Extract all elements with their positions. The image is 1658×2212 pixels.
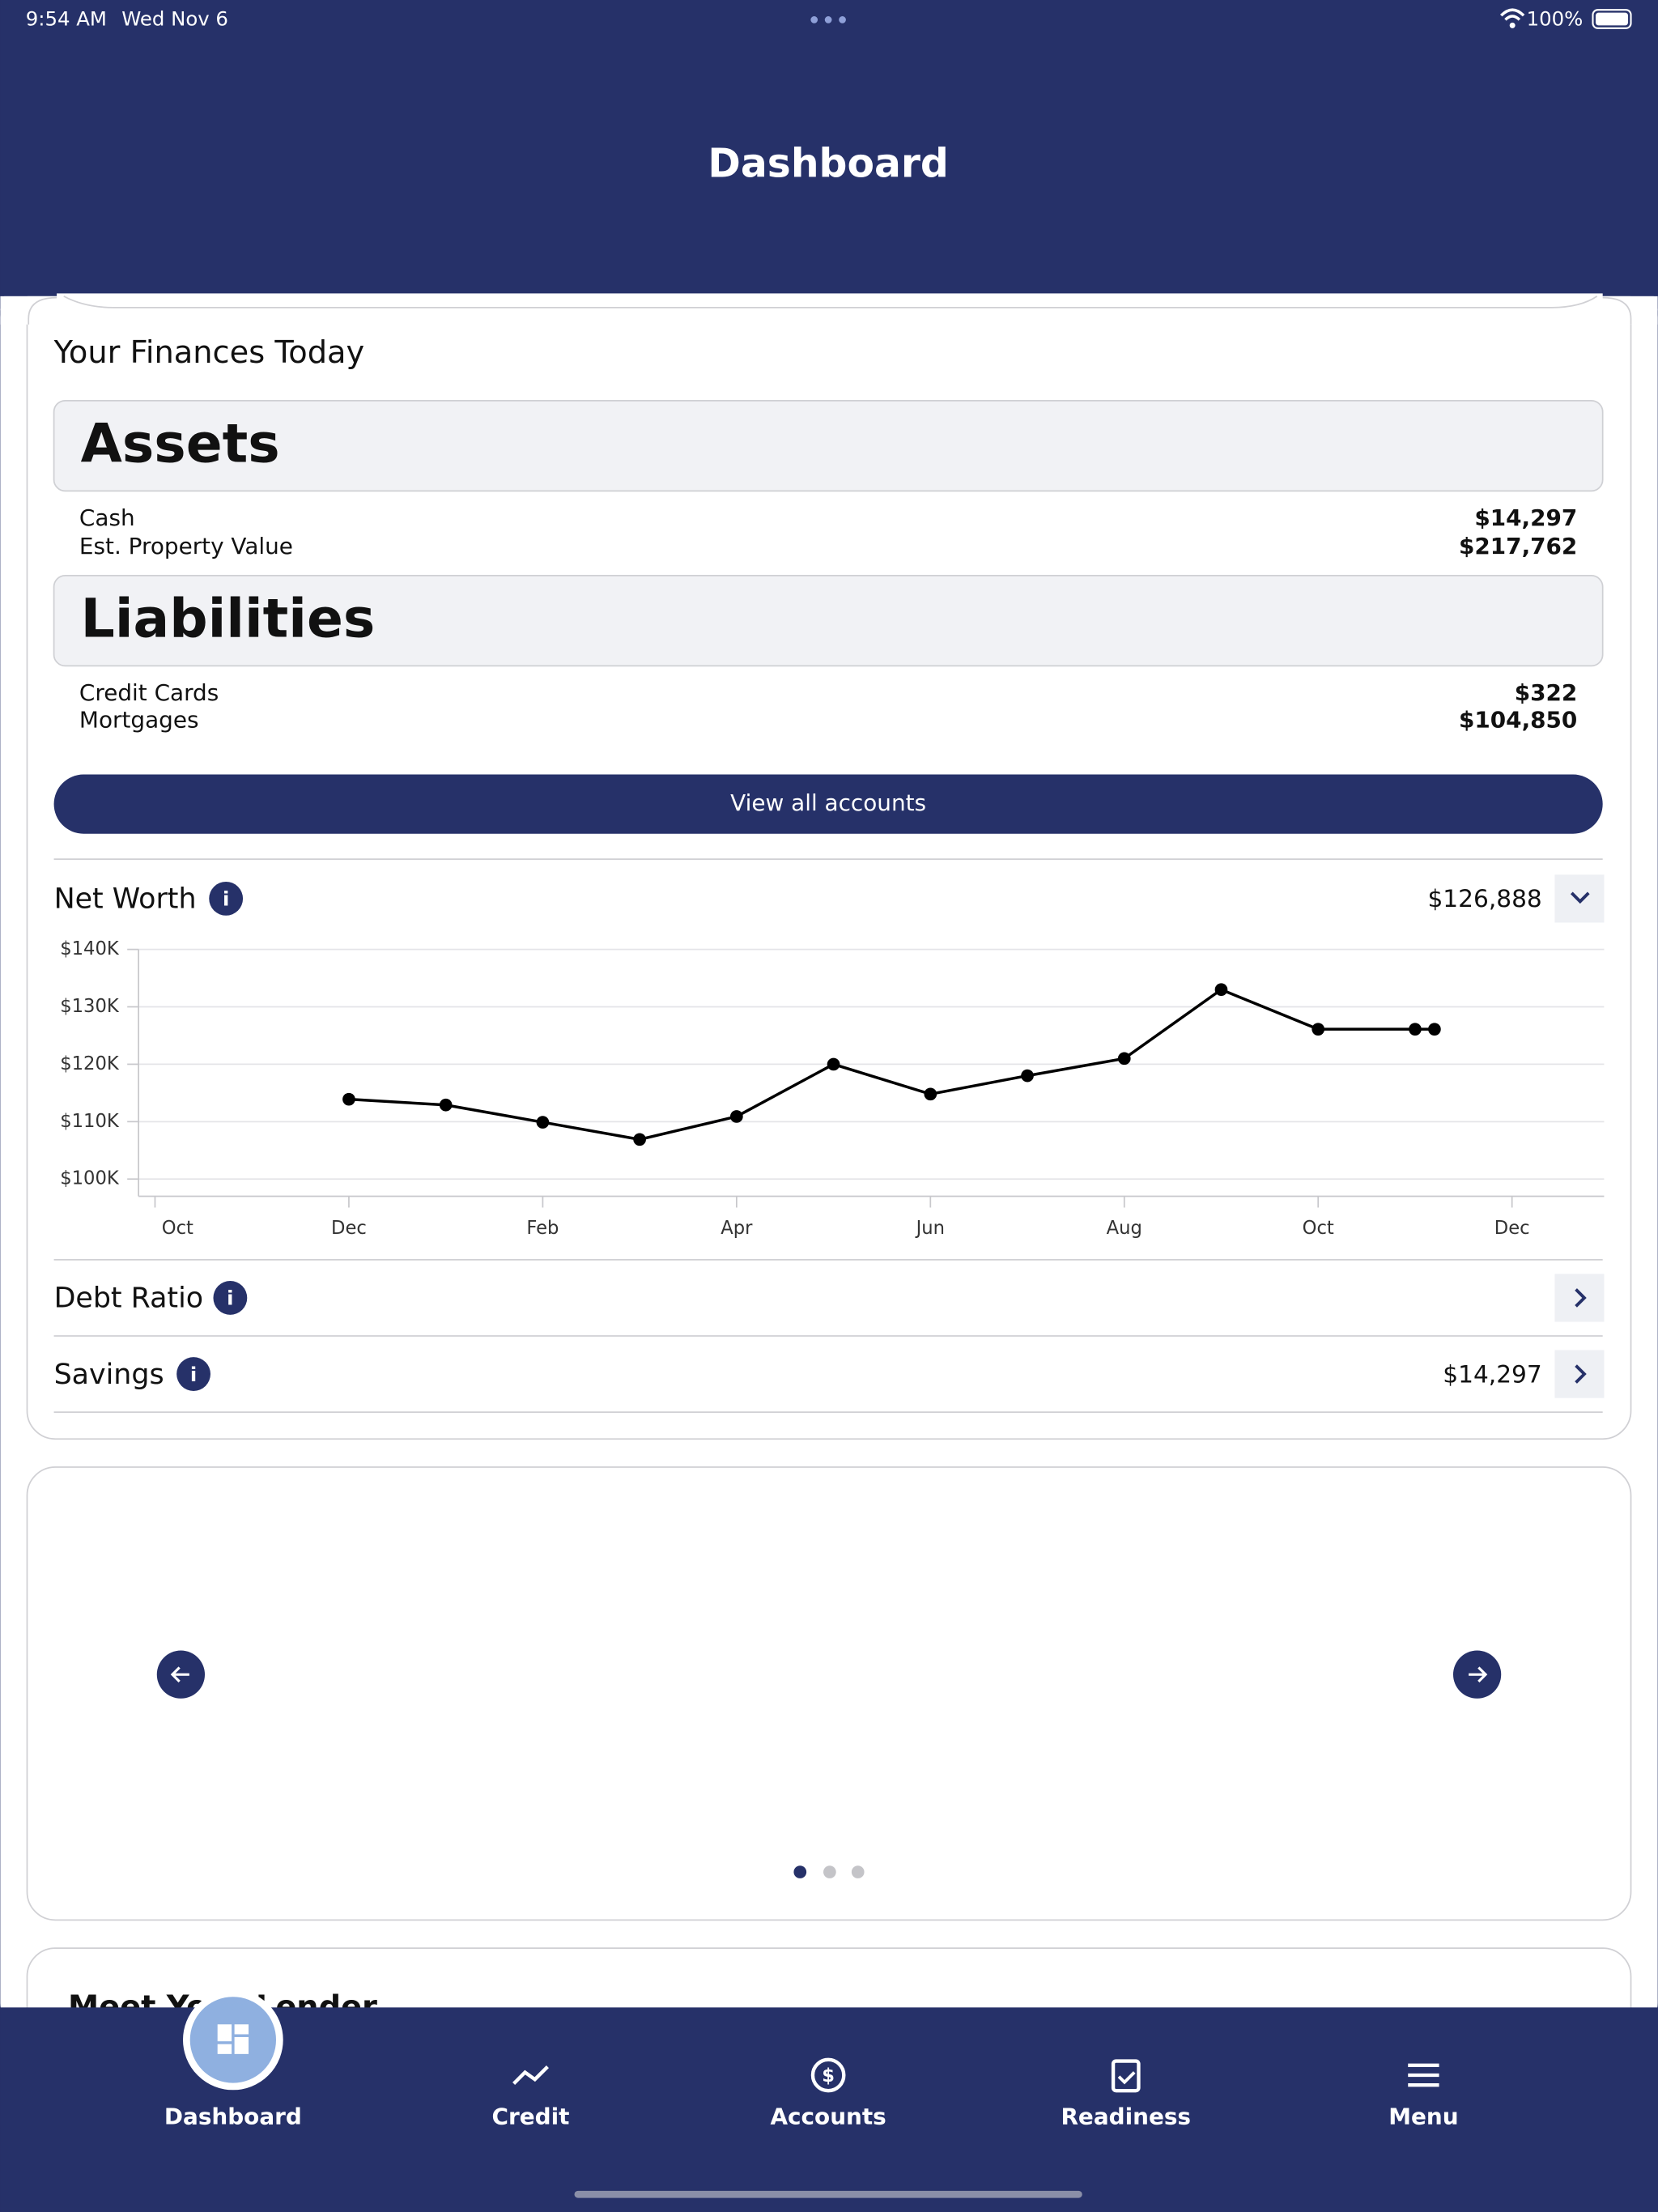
expand-button[interactable] [1554, 874, 1605, 923]
point [633, 1133, 646, 1146]
svg-text:i: i [227, 1287, 233, 1310]
open-button[interactable] [1554, 1350, 1605, 1398]
tab-label: Accounts [770, 2103, 886, 2129]
x-tick-label: Oct [162, 1218, 193, 1239]
assets-box [53, 399, 1604, 492]
view-accounts-button[interactable]: View all accounts [53, 774, 1603, 834]
y-tick-label: $120K [60, 1053, 120, 1074]
svg-text:i: i [190, 1363, 197, 1386]
battery-icon [1592, 9, 1632, 29]
svg-text:i: i [223, 887, 229, 911]
point [827, 1057, 840, 1071]
row-value: $14,297 [1474, 504, 1577, 531]
point [1021, 1069, 1034, 1083]
content-bg [0, 282, 1658, 2031]
tab-credit[interactable]: Credit [492, 2065, 570, 2130]
y-tick-label: $110K [60, 1111, 120, 1132]
row-value: $217,762 [1459, 533, 1577, 559]
x-tick-label: Dec [1494, 1218, 1530, 1239]
net-worth-chart: $100K $110K $120K $130K $140K Oct Dec Feb Apr Jun… [60, 938, 1605, 1239]
assets-title: Assets [81, 412, 280, 474]
wifi-dot [1509, 22, 1516, 28]
point [1428, 1023, 1441, 1036]
liabilities-title: Liabilities [81, 587, 376, 649]
net-worth-title: Net Worth [54, 883, 197, 916]
point [1312, 1023, 1325, 1036]
page-title: Dashboard [708, 141, 948, 187]
status-time: 9:54 AM [26, 6, 107, 30]
x-tick-label: Jun [915, 1218, 945, 1239]
wifi-icon [1499, 8, 1525, 21]
y-tick-label: $100K [60, 1168, 120, 1189]
next-button[interactable] [1452, 1650, 1502, 1699]
x-tick-label: Dec [331, 1218, 367, 1239]
card-edge-mask [57, 293, 1603, 308]
x-tick-label: Apr [721, 1218, 753, 1239]
tab-menu[interactable]: Menu [1388, 2063, 1459, 2129]
savings-value: $14,297 [1443, 1360, 1541, 1388]
finances-title: Your Finances Today [53, 334, 365, 371]
row-value: $322 [1515, 679, 1578, 706]
y-tick-label: $130K [60, 996, 120, 1017]
point [342, 1092, 355, 1106]
point [1214, 983, 1228, 997]
y-tick-label: $140K [60, 938, 120, 959]
row-label: Credit Cards [79, 679, 219, 706]
row-label: Est. Property Value [79, 533, 293, 559]
x-tick-label: Oct [1303, 1218, 1334, 1239]
open-button[interactable] [1554, 1274, 1605, 1322]
net-worth-value: $126,888 [1427, 885, 1541, 912]
button-label: View all accounts [730, 789, 926, 816]
tab-label: Menu [1388, 2103, 1458, 2129]
tab-label: Readiness [1061, 2103, 1191, 2129]
point [1117, 1052, 1131, 1066]
savings-title: Savings [54, 1359, 164, 1391]
point [1409, 1023, 1422, 1036]
svg-text:$: $ [822, 2065, 835, 2087]
header [0, 0, 1658, 296]
button-bg [53, 774, 1603, 834]
point [536, 1116, 550, 1129]
x-tick-label: Feb [526, 1218, 559, 1239]
prev-button[interactable] [156, 1650, 206, 1699]
point [730, 1110, 743, 1123]
carousel-card [26, 1466, 1632, 1921]
liabilities-box [53, 575, 1604, 667]
multitask-dots [810, 16, 846, 23]
row-value: $104,850 [1459, 706, 1577, 733]
row-label: Cash [79, 504, 135, 531]
tab-readiness[interactable]: Readiness [1061, 2059, 1191, 2130]
debt-ratio-title: Debt Ratio [54, 1283, 204, 1315]
info-button[interactable]: i [213, 1281, 248, 1315]
point [439, 1098, 453, 1112]
row-label: Mortgages [79, 706, 199, 733]
tab-accounts[interactable]: $ Accounts [770, 2057, 886, 2129]
point [924, 1087, 937, 1101]
battery-level: 100% [1527, 6, 1584, 30]
page-dots [793, 1865, 865, 1878]
battery-fill [1595, 12, 1629, 26]
tab-label: Credit [492, 2103, 570, 2129]
home-indicator [574, 2190, 1082, 2198]
tab-dashboard[interactable]: Dashboard [164, 1989, 302, 2129]
x-tick-label: Aug [1107, 1218, 1142, 1239]
info-button[interactable]: i [176, 1357, 210, 1391]
tab-label: Dashboard [164, 2103, 302, 2129]
info-button[interactable]: i [209, 881, 244, 916]
status-date: Wed Nov 6 [121, 6, 228, 30]
scrolled-card-edge [63, 296, 1598, 308]
